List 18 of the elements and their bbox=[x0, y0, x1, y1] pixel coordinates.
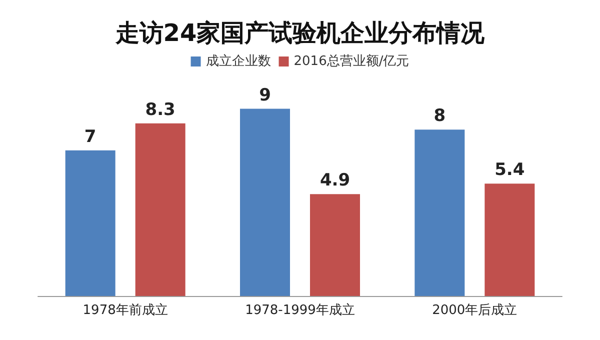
x-tick-label: 2000年后成立 bbox=[432, 302, 518, 318]
bar bbox=[240, 108, 290, 296]
chart-title: 走访24家国产试验机企业分布情况 bbox=[114, 19, 486, 47]
data-label: 8 bbox=[434, 106, 446, 126]
bar bbox=[414, 130, 465, 296]
data-label: 9 bbox=[259, 85, 271, 106]
data-label: 5.4 bbox=[494, 160, 525, 180]
bar bbox=[65, 150, 116, 296]
legend-label: 成立企业数 bbox=[206, 53, 271, 69]
legend-label: 2016总营业额/亿元 bbox=[294, 54, 410, 69]
data-label: 4.9 bbox=[320, 170, 350, 191]
bar bbox=[484, 184, 535, 296]
bar bbox=[135, 123, 186, 296]
data-label: 7 bbox=[84, 126, 96, 147]
bar bbox=[310, 194, 360, 296]
x-tick-label: 1978-1999年成立 bbox=[245, 302, 355, 318]
data-label: 8.3 bbox=[145, 100, 176, 120]
x-tick-label: 1978年前成立 bbox=[82, 302, 168, 318]
